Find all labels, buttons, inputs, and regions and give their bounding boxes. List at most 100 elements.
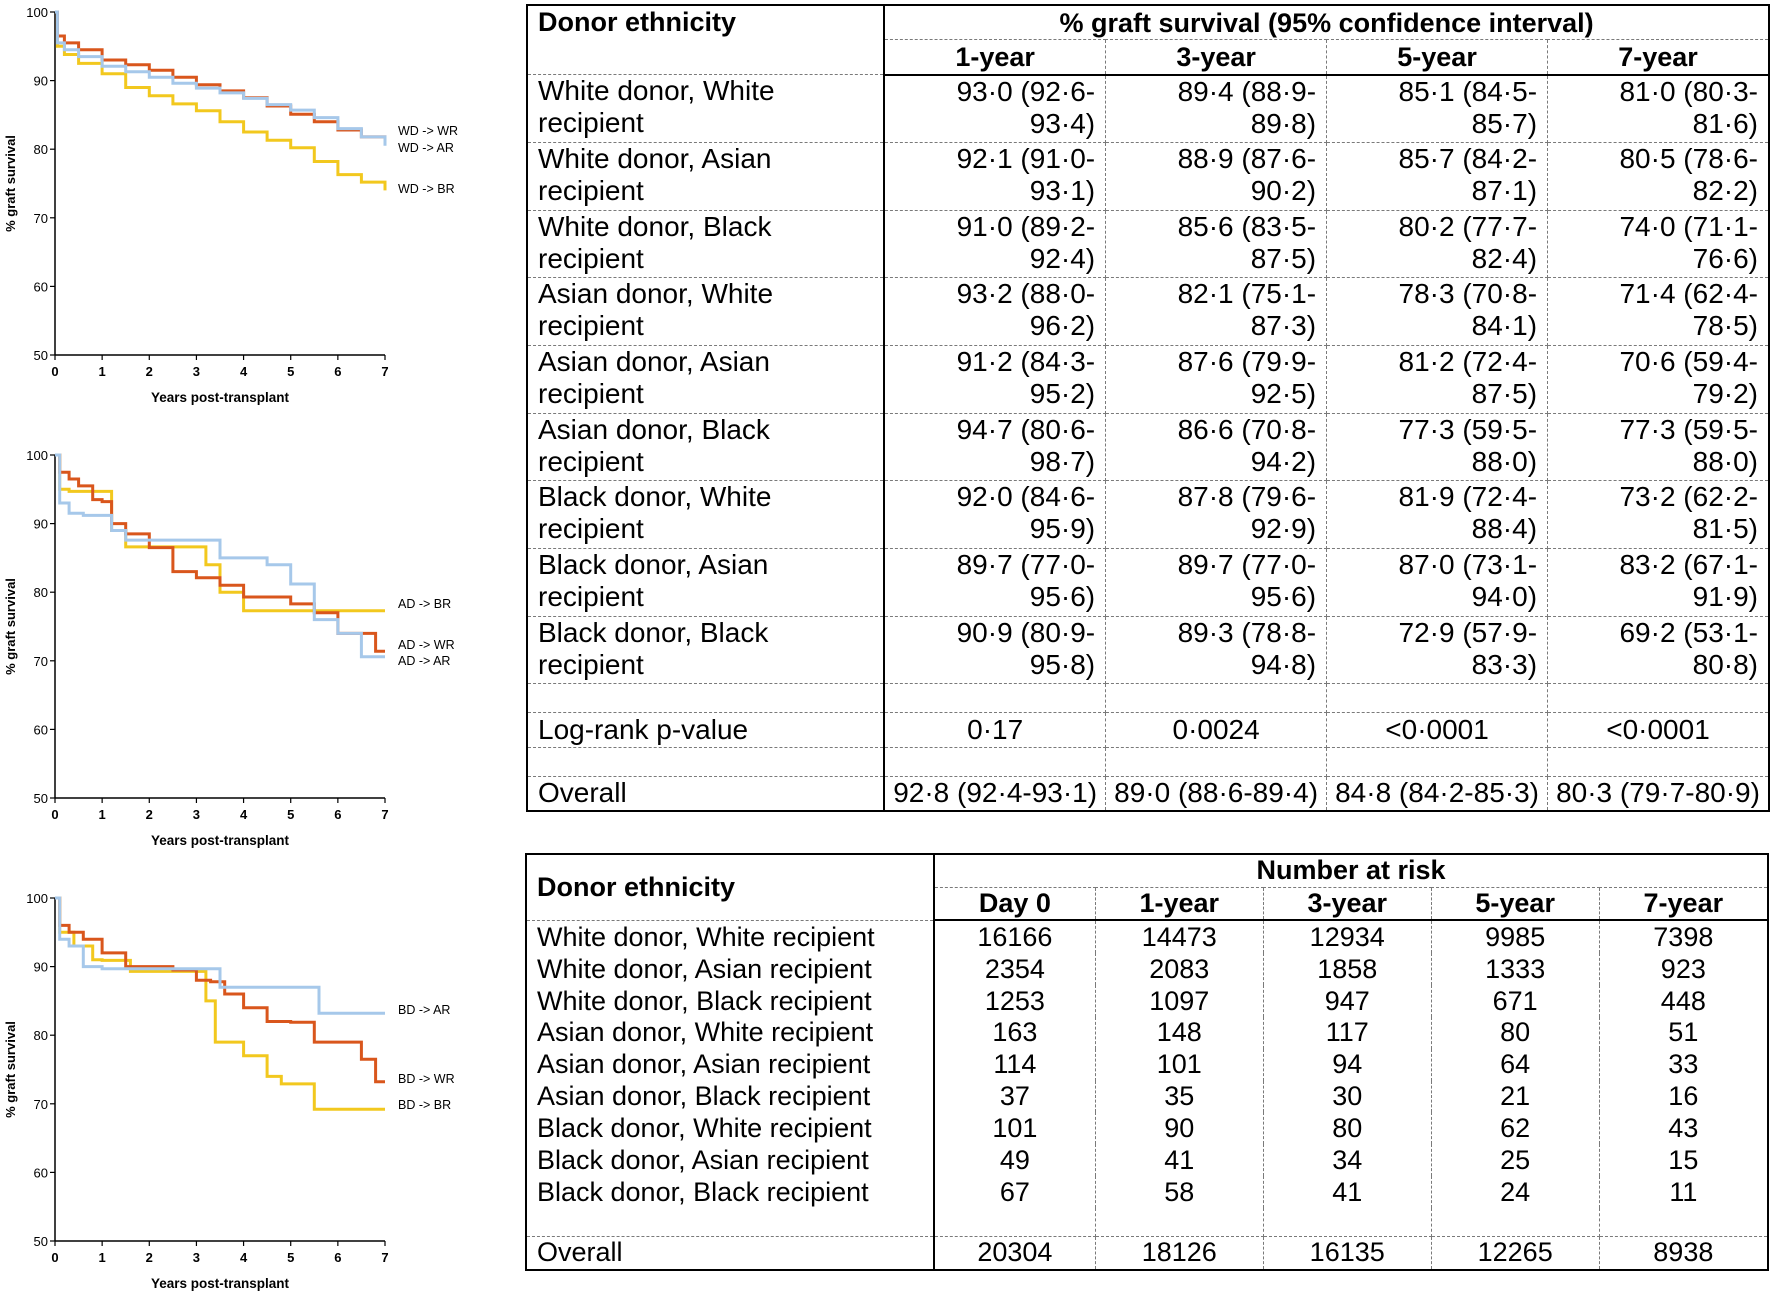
series-line-ar: [55, 10, 387, 146]
row-label-line: recipient: [538, 310, 644, 342]
at-risk-cell: 90: [1095, 1112, 1264, 1145]
at-risk-cell: 15: [1668, 1144, 1699, 1175]
series-label-br: BD -> BR: [398, 1098, 451, 1112]
logrank-row-label: Log-rank p-value: [527, 712, 886, 748]
y-tick-label: 100: [26, 891, 48, 906]
at-risk-cell: 1333: [1431, 953, 1600, 986]
x-tick-label: 2: [146, 364, 153, 379]
survival-cell-line: 82·4): [1471, 242, 1538, 274]
survival-cell-line: 87·5): [1250, 242, 1317, 274]
table-row: Black donor, Asian recipient 89·7 (77·0- 95…: [527, 548, 1769, 617]
survival-cell: 89·7 (77·0- 95·6): [884, 548, 1107, 617]
x-tick-label: 0: [51, 1250, 58, 1265]
x-tick-label: 0: [51, 807, 58, 822]
survival-cell-line: 92·9): [1250, 513, 1317, 545]
spacer-cell: [1326, 683, 1549, 714]
survival-cell-line: 83·2 (67·1-: [1619, 549, 1758, 580]
at-risk-cell: 163: [934, 1017, 1096, 1049]
row-label-line: recipient: [538, 175, 644, 207]
survival-cell-line: 91·0 (89·2-: [956, 210, 1096, 242]
survival-cell: 70·6 (59·4- 79·2): [1547, 345, 1769, 414]
survival-cell: 88·9 (87·6- 90·2): [1105, 142, 1328, 211]
survival-cell: 74·0 (71·1- 76·6): [1547, 210, 1769, 279]
survival-cell-line: 91·9): [1692, 581, 1758, 612]
at-risk-cell: 1858: [1263, 953, 1432, 986]
survival-cell: 78·3 (70·8- 84·1): [1326, 277, 1549, 347]
col-header-3-year: 3-year: [1263, 887, 1432, 922]
survival-cell: 83·2 (67·1- 91·9): [1547, 548, 1769, 617]
row-label-line: Black donor, Asian: [538, 549, 769, 580]
spacer-row: [527, 683, 1769, 714]
survival-cell-line: 71·4 (62·4-: [1619, 278, 1758, 310]
survival-cell-line: 81·6): [1692, 107, 1758, 139]
row-label-line: Black donor, White: [538, 481, 772, 513]
survival-cell: 73·2 (62·2- 81·5): [1547, 480, 1769, 549]
at-risk-cell: 58: [1095, 1176, 1264, 1208]
at-risk-cell: 448: [1660, 985, 1706, 1016]
y-tick-label: 90: [34, 960, 48, 975]
at-risk-cell: 16166: [934, 920, 1096, 954]
row-label: Black donor, White recipient: [527, 480, 886, 549]
survival-cell-line: 78·5): [1692, 310, 1758, 342]
survival-cell: 77·3 (59·5- 88·0): [1547, 413, 1769, 482]
row-label: Black donor, Black recipient: [526, 1176, 935, 1208]
survival-cell: 82·1 (75·1- 87·3): [1105, 277, 1328, 347]
at-risk-cell: 37: [934, 1080, 1096, 1113]
logrank-row: Log-rank p-value 0·17 0·0024 <0·0001 <0·0001: [527, 712, 1769, 748]
x-tick-label: 5: [287, 807, 294, 822]
col-header-3-year: 3-year: [1105, 39, 1328, 76]
survival-cell-line: 80·8): [1692, 648, 1758, 680]
x-tick-label: 3: [193, 807, 200, 822]
survival-cell-line: 78·3 (70·8-: [1398, 278, 1538, 310]
spacer-cell: [1547, 683, 1769, 714]
col-header-donor-ethnicity: Donor ethnicity: [527, 5, 886, 75]
series-line-ar: [55, 896, 385, 1015]
survival-cell-line: 81·9 (72·4-: [1398, 481, 1538, 513]
x-tick-label: 2: [146, 1250, 153, 1265]
overall-row: Overall 92·8 (92·4-93·1) 89·0 (88·6-89·4) 8…: [527, 776, 1769, 811]
survival-cell-line: 86·6 (70·8-: [1177, 413, 1317, 445]
km-chart-white-donor: 50 60 70 80 90 100 0 1 2 3 4 5 6 7 Years post-transpla…: [0, 0, 480, 430]
survival-cell: 89·4 (88·9- 89·8): [1105, 74, 1328, 144]
y-tick-label: 100: [26, 448, 48, 463]
overall-row-label: Overall: [527, 776, 886, 811]
spacer-row: [526, 1207, 1768, 1237]
y-axis-label: % graft survival: [3, 578, 18, 675]
number-at-risk-table: Donor ethnicity Number at risk Day 0 1-ye…: [525, 853, 1769, 1271]
y-tick-label: 50: [34, 348, 48, 363]
at-risk-cell: 1253: [934, 985, 1096, 1017]
at-risk-cell: 16: [1668, 1081, 1699, 1112]
row-label: Asian donor, White recipient: [527, 277, 886, 347]
survival-cell: 93·2 (88·0- 96·2): [884, 277, 1107, 347]
spacer-cell: [1105, 747, 1328, 777]
at-risk-cell: 14473: [1095, 920, 1264, 954]
survival-cell-line: 77·3 (59·5-: [1398, 413, 1538, 445]
spacer-cell: [1547, 747, 1769, 777]
at-risk-cell: 101: [1095, 1048, 1264, 1081]
at-risk-cell: 41: [1095, 1144, 1264, 1177]
row-label: Asian donor, Asian recipient: [526, 1048, 935, 1081]
survival-cell-line: 92·1 (91·0-: [956, 143, 1096, 175]
at-risk-cell: 7398: [1653, 921, 1714, 952]
row-label: White donor, White recipient: [527, 74, 886, 144]
row-label: White donor, Black recipient: [527, 210, 886, 279]
row-label-line: Black donor, Black: [538, 616, 769, 648]
overall-row-cell: 20304: [934, 1236, 1096, 1270]
spacer-row: [527, 747, 1769, 777]
x-tick-label: 6: [334, 807, 341, 822]
at-risk-cell: 117: [1263, 1017, 1432, 1049]
at-risk-cell: 62: [1431, 1112, 1600, 1145]
survival-cell-line: 87·5): [1471, 378, 1538, 410]
col-header-7-year: 7-year: [1599, 887, 1768, 922]
overall-row-label: Overall: [526, 1236, 935, 1270]
table-row: Black donor, Asian recipient 49 41 34 25 15: [526, 1144, 1768, 1177]
survival-cell-line: 72·9 (57·9-: [1398, 616, 1538, 648]
x-tick-label: 7: [381, 364, 388, 379]
survival-cell: 94·7 (80·6- 98·7): [884, 413, 1107, 482]
at-risk-cell: 25: [1431, 1144, 1600, 1177]
survival-cell: 90·9 (80·9- 95·8): [884, 616, 1107, 685]
survival-cell-line: 92·5): [1250, 378, 1317, 410]
survival-cell-line: 88·9 (87·6-: [1177, 143, 1317, 175]
y-tick-label: 70: [34, 211, 48, 226]
y-tick-label: 80: [34, 585, 48, 600]
